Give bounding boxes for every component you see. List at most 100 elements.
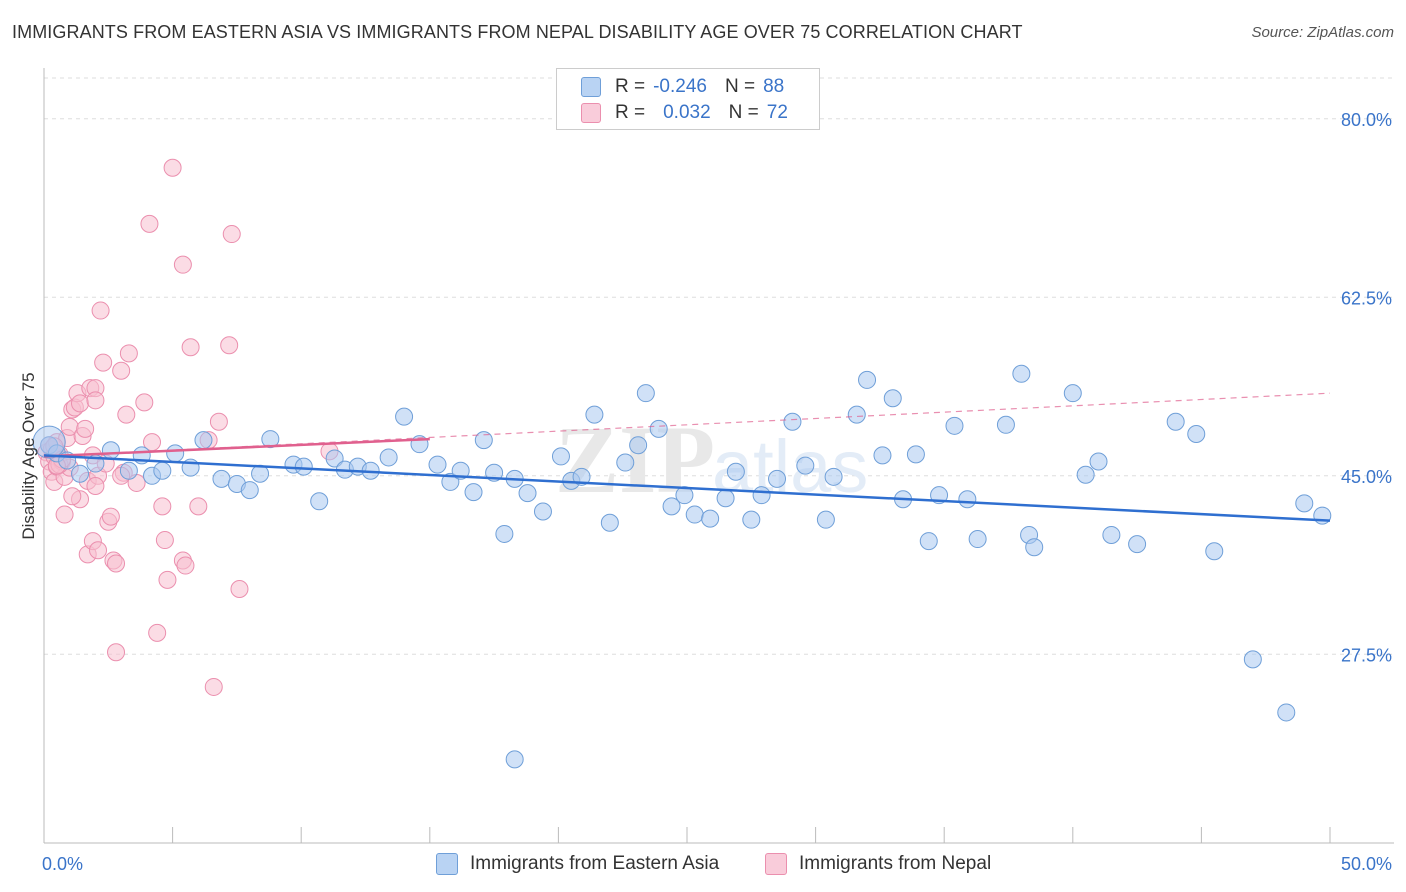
eastern-asia-point [662,497,681,516]
nepal-point [158,570,177,589]
legend-n-value: 72 [766,102,788,123]
y-tick-label: 27.5% [1341,645,1392,665]
nepal-trend-line [43,437,430,458]
legend-n-label: N = [728,102,759,123]
nepal-point [86,477,105,495]
legend-n-value: 88 [763,76,785,97]
eastern-asia-point [816,510,835,529]
nepal-point [101,507,120,526]
eastern-asia-point [600,513,619,532]
eastern-asia-point [325,449,344,468]
eastern-asia-point [71,464,90,483]
bottom-legend-label: Immigrants from Nepal [799,853,992,874]
eastern-asia-point [518,484,537,503]
nepal-point [135,393,154,412]
eastern-asia-point [474,431,493,450]
eastern-asia-point [572,467,591,486]
source-label: Source: ZipAtlas.com [1251,24,1394,41]
eastern-asia-points [32,364,1332,769]
eastern-asia-point [945,416,964,435]
nepal-point [63,487,82,506]
eastern-asia-point [32,425,66,459]
eastern-asia-point [919,532,938,551]
legend-r-label: R = [615,76,646,97]
eastern-asia-point [996,415,1015,434]
eastern-asia-point [1243,650,1262,669]
eastern-asia-point [261,430,280,449]
eastern-asia-point [649,419,668,438]
nepal-point [86,391,105,410]
nepal-point [89,541,108,560]
eastern-asia-point [194,431,213,450]
eastern-asia-point [1295,494,1314,513]
eastern-asia-point [1277,703,1296,722]
bottom-legend-label: Immigrants from Eastern Asia [470,853,720,874]
nepal-point [148,623,167,642]
eastern-asia-point [1089,452,1108,471]
eastern-asia-point [629,436,648,455]
y-axis-label: Disability Age Over 75 [19,372,38,539]
correlation-legend: R = -0.246 N = 88 R = 0.032 N = 72 [556,68,820,130]
nepal-point [176,556,195,575]
legend-r-value: 0.032 [663,102,711,123]
eastern-asia-point [495,524,514,543]
trend-lines [43,392,1331,522]
nepal-point [222,225,241,244]
grid-lines [44,77,1394,655]
eastern-asia-point [824,467,843,486]
bottom-legend-eastern-asia: Immigrants from Eastern Asia [436,852,719,876]
eastern-asia-point [958,490,977,509]
eastern-asia-point [1063,384,1082,403]
eastern-asia-point [1012,364,1031,383]
nepal-point [117,405,136,424]
nepal-point [55,505,74,524]
eastern-asia-point [379,448,398,467]
eastern-asia-point [464,483,483,502]
eastern-asia-point [310,492,329,511]
nepal-point [107,554,126,573]
eastern-asia-point [395,407,414,426]
eastern-asia-point [726,462,745,481]
eastern-asia-point [716,489,735,508]
eastern-asia-point [796,456,815,475]
x-tick-label: 50.0% [1341,854,1392,874]
eastern-asia-point [1205,542,1224,561]
eastern-asia-point [858,370,877,389]
eastern-asia-point [685,505,704,524]
eastern-asia-point [742,510,761,529]
eastern-asia-point [768,469,787,488]
legend-swatch-pink [581,103,601,123]
nepal-point [94,353,113,372]
eastern-asia-point [533,502,552,521]
nepal-point [181,338,200,357]
nepal-point [112,361,131,380]
eastern-asia-point [1102,525,1121,544]
bottom-legend-swatch-pink [765,853,787,875]
eastern-asia-point [701,509,720,528]
nepal-point [107,643,126,662]
eastern-asia-point [752,486,771,505]
nepal-point [163,158,182,177]
nepal-point [153,497,172,516]
y-tick-label: 45.0% [1341,467,1392,487]
nepal-point [230,580,249,599]
eastern-asia-point [1025,538,1044,557]
nepal-point [119,344,138,363]
legend-n-label: N = [724,76,756,97]
nepal-point [76,419,95,438]
legend-row-nepal: R = 0.032 N = 72 [581,101,788,125]
eastern-asia-point [873,446,892,465]
eastern-asia-point [166,444,185,463]
eastern-asia-point [153,461,172,480]
eastern-asia-point [1128,535,1147,554]
eastern-asia-point [783,412,802,431]
legend-r-value: -0.246 [653,76,707,97]
eastern-asia-trend-line [43,454,1331,522]
bottom-legend-nepal: Immigrants from Nepal [765,852,991,876]
nepal-point [204,677,223,696]
eastern-asia-point [240,481,259,500]
nepal-point [155,531,174,550]
nepal-points [37,158,339,696]
eastern-asia-point [1187,424,1206,443]
